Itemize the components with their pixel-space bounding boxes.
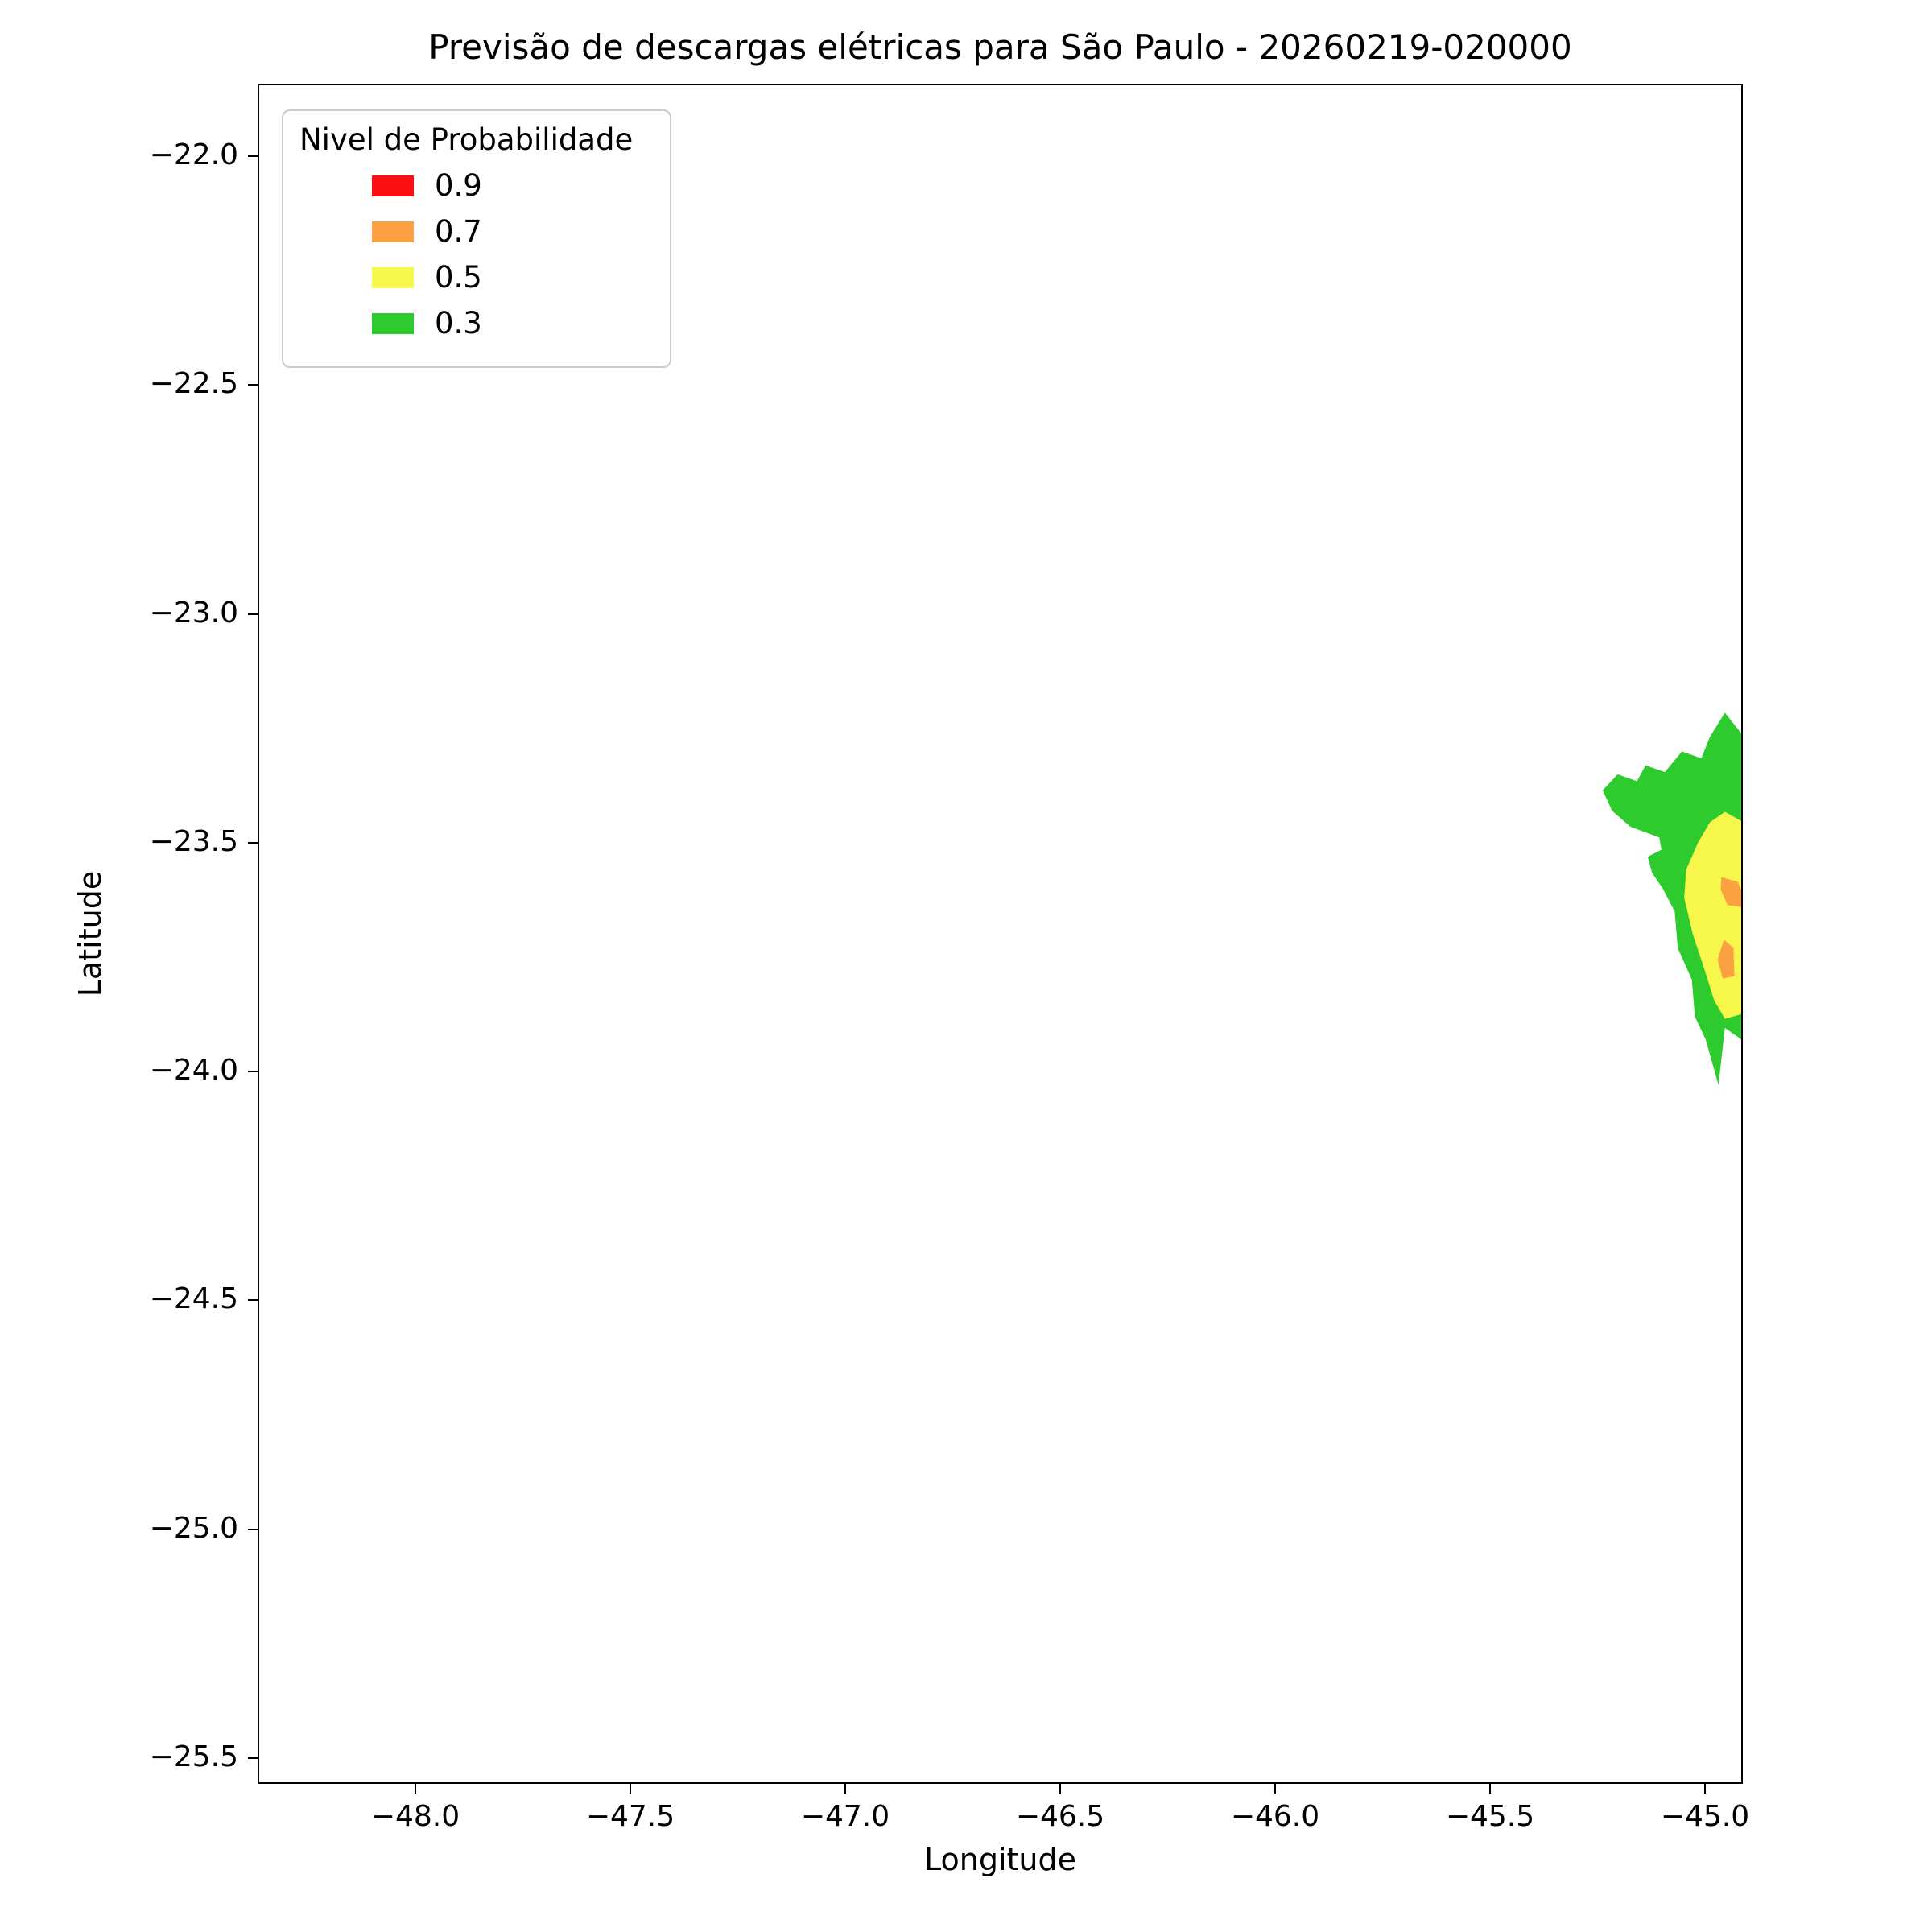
- legend-entries: 0.9 0.7 0.5 0.3: [299, 168, 646, 341]
- chart-title: Previsão de descargas elétricas para São…: [428, 27, 1572, 67]
- contour-region-0.3: [1602, 712, 1741, 1085]
- y-tick-mark: [248, 1528, 258, 1530]
- contour-region-0.7: [1717, 939, 1735, 979]
- x-tick-label: −47.0: [800, 1800, 890, 1833]
- y-axis-label: Latitude: [72, 870, 108, 997]
- x-tick-label: −48.0: [370, 1800, 460, 1833]
- x-tick-label: −45.5: [1445, 1800, 1535, 1833]
- legend-entry: 0.5: [372, 260, 646, 295]
- legend-swatch-0.7: [372, 221, 414, 242]
- legend-entry: 0.9: [372, 168, 646, 203]
- x-tick-mark: [1489, 1784, 1491, 1794]
- y-tick-label: −23.0: [149, 596, 238, 630]
- legend-swatch-0.5: [372, 266, 414, 288]
- legend: Nivel de Probabilidade 0.9 0.7 0.5 0.3: [282, 109, 671, 368]
- x-tick-mark: [1059, 1784, 1061, 1794]
- y-tick-label: −24.5: [149, 1282, 238, 1316]
- y-tick-mark: [248, 1071, 258, 1073]
- y-tick-mark: [248, 1299, 258, 1302]
- legend-title: Nivel de Probabilidade: [299, 122, 634, 157]
- y-tick-mark: [248, 613, 258, 615]
- x-tick-mark: [629, 1784, 631, 1794]
- y-tick-mark: [248, 841, 258, 844]
- y-tick-mark: [248, 384, 258, 386]
- x-tick-label: −46.5: [1015, 1800, 1105, 1833]
- y-tick-mark: [248, 155, 258, 157]
- plot-area: Nivel de Probabilidade 0.9 0.7 0.5 0.3: [258, 84, 1743, 1784]
- contour-region-0.7: [1720, 877, 1741, 907]
- contour-layer: [1602, 712, 1741, 1085]
- y-tick-label: −22.5: [149, 367, 238, 401]
- x-tick-label: −47.5: [585, 1800, 675, 1833]
- x-tick-mark: [1704, 1784, 1706, 1794]
- y-tick-label: −25.0: [149, 1511, 238, 1545]
- x-tick-label: −46.0: [1230, 1800, 1320, 1833]
- legend-entry-label: 0.9: [435, 168, 482, 203]
- legend-entry-label: 0.7: [435, 214, 482, 249]
- y-tick-mark: [248, 1757, 258, 1760]
- x-tick-mark: [1274, 1784, 1276, 1794]
- x-tick-label: −45.0: [1660, 1800, 1750, 1833]
- legend-entry: 0.3: [372, 306, 646, 341]
- legend-swatch-0.9: [372, 175, 414, 196]
- x-axis-label: Longitude: [924, 1842, 1076, 1877]
- legend-entry-label: 0.5: [435, 260, 482, 295]
- y-tick-label: −22.0: [149, 138, 238, 171]
- y-tick-label: −23.5: [149, 824, 238, 858]
- legend-entry-label: 0.3: [435, 306, 482, 341]
- legend-entry: 0.7: [372, 214, 646, 249]
- legend-swatch-0.3: [372, 312, 414, 334]
- y-tick-label: −24.0: [149, 1054, 238, 1088]
- x-tick-mark: [414, 1784, 416, 1794]
- x-tick-mark: [844, 1784, 846, 1794]
- y-tick-label: −25.5: [149, 1740, 238, 1774]
